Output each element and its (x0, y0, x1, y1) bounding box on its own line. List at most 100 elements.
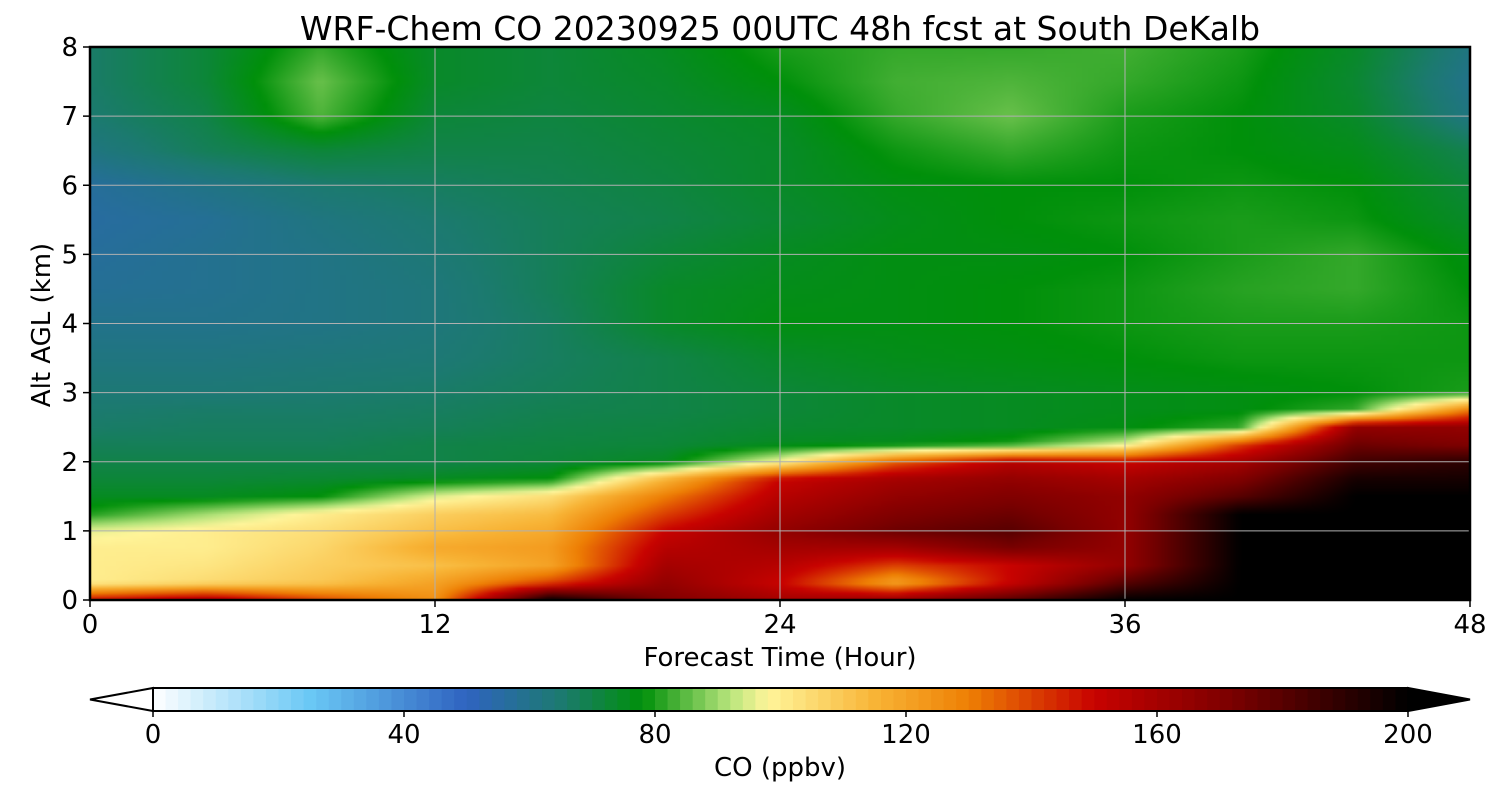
colorbar-bin (880, 688, 895, 711)
y-tick-label: 7 (61, 102, 78, 132)
colorbar: 0 40 80 120 160 200 (89, 686, 1471, 750)
colorbar-bin (592, 688, 606, 711)
colorbar-bin (278, 688, 292, 711)
colorbar-bin (1119, 688, 1133, 711)
x-axis: 0 12 24 36 48 (82, 600, 1487, 640)
colorbar-bin (805, 688, 819, 711)
colorbar-tick-label: 200 (1383, 720, 1433, 750)
colorbar-bin (1144, 688, 1158, 711)
colorbar-bin (793, 688, 807, 711)
colorbar-bin (830, 688, 844, 711)
chart-title: WRF-Chem CO 20230925 00UTC 48h fcst at S… (300, 9, 1260, 48)
colorbar-bin (1182, 688, 1196, 711)
colorbar-tick-label: 80 (638, 720, 671, 750)
y-axis-label: Alt AGL (km) (27, 243, 57, 407)
colorbar-bin (529, 688, 543, 711)
colorbar-bin (316, 688, 330, 711)
colorbar-bin (378, 688, 393, 711)
colorbar-bin (1044, 688, 1058, 711)
y-tick-label: 6 (61, 171, 78, 201)
y-tick-label: 1 (61, 517, 78, 547)
colorbar-bin (1069, 688, 1083, 711)
colorbar-bin (504, 688, 518, 711)
y-tick-label: 8 (61, 33, 78, 63)
colorbar-bin (705, 688, 719, 711)
colorbar-bin (1232, 688, 1246, 711)
colorbar-bin (554, 688, 568, 711)
colorbar-bin (1295, 688, 1309, 711)
colorbar-bin (516, 688, 531, 711)
colorbar-bin (918, 688, 932, 711)
colorbar-bin (855, 688, 869, 711)
colorbar-bin (479, 688, 493, 711)
colorbar-bin (780, 688, 794, 711)
colorbar-bin (1194, 688, 1208, 711)
colorbar-bin (466, 688, 480, 711)
colorbar-bin (604, 688, 618, 711)
colorbar-bin (956, 688, 970, 711)
colorbar-tick-label: 40 (387, 720, 420, 750)
colorbar-extend-min (89, 686, 154, 713)
colorbar-bin (240, 688, 254, 711)
colorbar-bin (1282, 688, 1296, 711)
colorbar-bin (1382, 688, 1397, 711)
colorbar-bin (1094, 688, 1108, 711)
colorbar-bin (215, 688, 229, 711)
x-tick-label: 24 (763, 610, 796, 640)
colorbar-bin (893, 688, 907, 711)
colorbar-bin (642, 688, 656, 711)
colorbar-bin (253, 688, 267, 711)
colorbar-bin (265, 688, 280, 711)
colorbar-bin (353, 688, 367, 711)
colorbar-bin (203, 688, 217, 711)
colorbar-bin (1370, 688, 1384, 711)
colorbar-bin (1320, 688, 1334, 711)
colorbar-bin (178, 688, 192, 711)
x-tick-label: 12 (418, 610, 451, 640)
colorbar-bin (943, 688, 957, 711)
colorbar-bin (165, 688, 179, 711)
colorbar-bin (328, 688, 342, 711)
colorbar-bin (1395, 688, 1409, 711)
colorbar-bin (742, 688, 756, 711)
x-tick-label: 36 (1108, 610, 1141, 640)
colorbar-bin (1269, 688, 1284, 711)
colorbar-bin (416, 688, 430, 711)
colorbar-bin (441, 688, 455, 711)
colorbar-bin (1131, 688, 1146, 711)
colorbar-bin (755, 688, 769, 711)
colorbar-bin (291, 688, 305, 711)
y-tick-label: 3 (61, 379, 78, 409)
colorbar-bin (906, 688, 920, 711)
colorbar-bin (1307, 688, 1321, 711)
colorbar-bin (767, 688, 782, 711)
colorbar-bin (228, 688, 242, 711)
colorbar-bin (692, 688, 706, 711)
colorbar-bin (730, 688, 744, 711)
colorbar-bin (868, 688, 882, 711)
colorbar-bin (454, 688, 468, 711)
colorbar-outline (152, 687, 1409, 712)
colorbar-bin (1106, 688, 1120, 711)
colorbar-bin (1031, 688, 1045, 711)
colorbar-bin (542, 688, 556, 711)
colorbar-bin (843, 688, 857, 711)
colorbar-bin (1357, 688, 1371, 711)
colorbar-bin (303, 688, 317, 711)
colorbar-bin (993, 688, 1007, 711)
colorbar-bin (391, 688, 405, 711)
colorbar-bin (629, 688, 644, 711)
x-axis-label: Forecast Time (Hour) (643, 643, 916, 673)
y-tick-label: 0 (61, 586, 78, 616)
colorbar-bin (617, 688, 631, 711)
colorbar-bin (1207, 688, 1221, 711)
colorbar-bin (1169, 688, 1183, 711)
colorbar-bin (567, 688, 581, 711)
colorbar-bin (655, 688, 669, 711)
colorbar-bin (1081, 688, 1095, 711)
colorbar-bin (579, 688, 593, 711)
colorbar-bin (153, 688, 167, 711)
colorbar-bin (981, 688, 995, 711)
y-axis: 0 1 2 3 4 5 6 7 8 (61, 33, 90, 616)
